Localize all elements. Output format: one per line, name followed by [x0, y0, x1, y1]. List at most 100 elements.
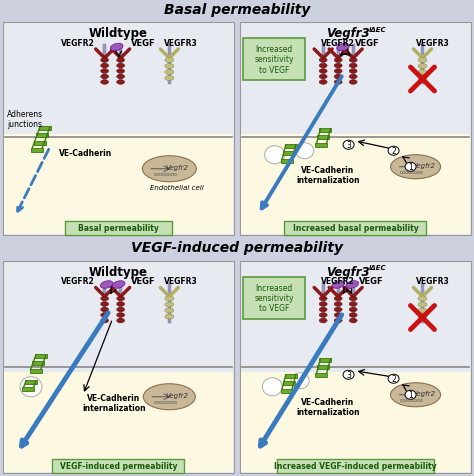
- Ellipse shape: [100, 313, 109, 317]
- Ellipse shape: [319, 69, 327, 74]
- Ellipse shape: [319, 80, 327, 85]
- Text: Adherens
junctions: Adherens junctions: [7, 109, 43, 129]
- Bar: [241, 134, 470, 234]
- Ellipse shape: [117, 64, 125, 69]
- Text: Basal permeability: Basal permeability: [164, 3, 310, 17]
- Text: Endothelial cell: Endothelial cell: [150, 184, 204, 190]
- FancyBboxPatch shape: [34, 141, 46, 146]
- Text: Vegfr2: Vegfr2: [166, 392, 189, 398]
- Text: Basal permeability: Basal permeability: [78, 224, 159, 232]
- Ellipse shape: [117, 69, 125, 74]
- FancyBboxPatch shape: [22, 387, 34, 391]
- Text: VE-Cadherin
internalization: VE-Cadherin internalization: [296, 397, 360, 416]
- FancyBboxPatch shape: [281, 160, 292, 164]
- Ellipse shape: [262, 378, 283, 396]
- Text: 3: 3: [346, 370, 351, 379]
- Text: VEGFR3: VEGFR3: [416, 277, 449, 286]
- Ellipse shape: [334, 313, 342, 317]
- Ellipse shape: [117, 297, 125, 301]
- Bar: [0, 0, 474, 20]
- Ellipse shape: [291, 373, 309, 389]
- Ellipse shape: [418, 302, 427, 307]
- FancyBboxPatch shape: [283, 152, 295, 156]
- Ellipse shape: [319, 59, 327, 63]
- Text: VE-Cadherin
internalization: VE-Cadherin internalization: [296, 166, 360, 185]
- Bar: [119, 283, 122, 323]
- Text: 3: 3: [346, 141, 351, 150]
- Ellipse shape: [117, 318, 125, 323]
- Bar: [322, 283, 325, 323]
- Ellipse shape: [349, 297, 357, 301]
- Ellipse shape: [388, 375, 399, 384]
- Bar: [337, 45, 340, 85]
- Text: VEGFR2: VEGFR2: [61, 40, 95, 49]
- Text: Vegfr3: Vegfr3: [326, 266, 369, 278]
- Ellipse shape: [332, 281, 345, 288]
- Ellipse shape: [349, 59, 357, 63]
- Ellipse shape: [165, 59, 174, 63]
- Ellipse shape: [388, 147, 399, 156]
- Ellipse shape: [343, 370, 354, 379]
- Bar: [3, 261, 234, 473]
- Ellipse shape: [165, 314, 174, 319]
- Ellipse shape: [165, 64, 174, 69]
- Ellipse shape: [405, 390, 416, 399]
- Text: VEGF: VEGF: [355, 40, 380, 49]
- Text: Increased basal permeability: Increased basal permeability: [292, 224, 419, 232]
- FancyBboxPatch shape: [319, 358, 331, 362]
- FancyBboxPatch shape: [284, 221, 427, 235]
- Ellipse shape: [117, 80, 125, 85]
- Ellipse shape: [319, 75, 327, 79]
- Bar: [4, 372, 233, 472]
- Ellipse shape: [418, 297, 427, 301]
- FancyBboxPatch shape: [319, 129, 331, 132]
- Text: Increased
sensitivity
to VEGF: Increased sensitivity to VEGF: [254, 283, 294, 313]
- FancyBboxPatch shape: [281, 389, 292, 393]
- Bar: [421, 283, 424, 323]
- Text: 1: 1: [408, 163, 413, 172]
- Ellipse shape: [117, 59, 125, 63]
- Bar: [240, 23, 471, 235]
- Text: 2: 2: [391, 147, 396, 156]
- Ellipse shape: [349, 80, 357, 85]
- Text: Vegfr2: Vegfr2: [166, 164, 189, 170]
- Ellipse shape: [334, 69, 342, 74]
- Ellipse shape: [418, 314, 427, 319]
- Ellipse shape: [143, 384, 195, 410]
- Text: VEGFR2: VEGFR2: [321, 277, 355, 286]
- FancyBboxPatch shape: [39, 127, 51, 130]
- FancyBboxPatch shape: [32, 361, 44, 366]
- Bar: [421, 45, 424, 85]
- Text: oooooooo: oooooooo: [400, 397, 424, 402]
- Ellipse shape: [296, 143, 314, 159]
- Text: 2: 2: [391, 375, 396, 384]
- Bar: [352, 283, 355, 323]
- Bar: [103, 45, 106, 85]
- FancyBboxPatch shape: [285, 144, 297, 149]
- Ellipse shape: [319, 297, 327, 301]
- Ellipse shape: [334, 318, 342, 323]
- Ellipse shape: [349, 307, 357, 312]
- Bar: [352, 45, 355, 85]
- FancyBboxPatch shape: [243, 39, 305, 81]
- Ellipse shape: [319, 307, 327, 312]
- Text: VEGFR3: VEGFR3: [164, 277, 198, 286]
- Text: VEGF: VEGF: [131, 277, 155, 286]
- Bar: [322, 45, 325, 85]
- Bar: [103, 283, 106, 323]
- Ellipse shape: [418, 70, 427, 75]
- Text: VEGF-induced permeability: VEGF-induced permeability: [60, 462, 177, 470]
- Text: Increased VEGF-induced permeability: Increased VEGF-induced permeability: [274, 462, 437, 470]
- Ellipse shape: [117, 313, 125, 317]
- Bar: [241, 372, 470, 472]
- Ellipse shape: [349, 302, 357, 307]
- Text: VEGFR3: VEGFR3: [416, 40, 449, 49]
- Text: oooooooo: oooooooo: [153, 399, 177, 405]
- Ellipse shape: [418, 59, 427, 63]
- Ellipse shape: [100, 59, 109, 63]
- Text: 1: 1: [408, 390, 413, 399]
- Ellipse shape: [391, 156, 440, 179]
- Ellipse shape: [405, 163, 416, 172]
- Text: VEGFR2: VEGFR2: [61, 277, 95, 286]
- Ellipse shape: [100, 69, 109, 74]
